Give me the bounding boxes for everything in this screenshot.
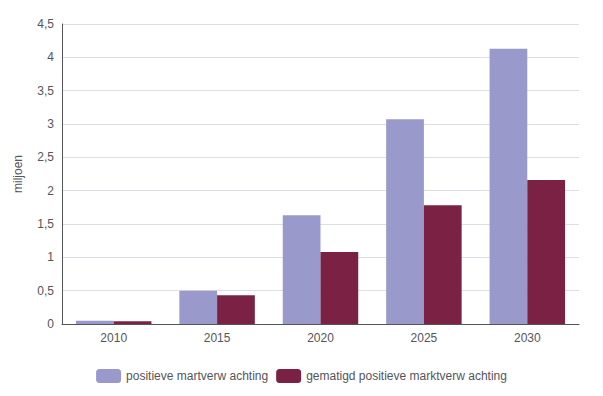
svg-text:2020: 2020 — [307, 331, 334, 345]
svg-text:4: 4 — [47, 50, 54, 64]
svg-text:1: 1 — [47, 250, 54, 264]
svg-text:2: 2 — [47, 184, 54, 198]
svg-text:2010: 2010 — [100, 331, 127, 345]
svg-text:miljoen: miljoen — [11, 155, 25, 193]
svg-text:positieve martverw achting: positieve martverw achting — [126, 369, 268, 383]
svg-text:gematigd positieve marktverw a: gematigd positieve marktverw achting — [306, 369, 507, 383]
svg-text:1,5: 1,5 — [37, 217, 54, 231]
svg-text:0,5: 0,5 — [37, 284, 54, 298]
svg-text:2025: 2025 — [411, 331, 438, 345]
svg-text:3: 3 — [47, 117, 54, 131]
svg-text:2015: 2015 — [204, 331, 231, 345]
svg-text:3,5: 3,5 — [37, 84, 54, 98]
svg-text:2030: 2030 — [514, 331, 541, 345]
svg-text:2,5: 2,5 — [37, 150, 54, 164]
svg-text:0: 0 — [47, 317, 54, 331]
svg-text:4,5: 4,5 — [37, 17, 54, 31]
